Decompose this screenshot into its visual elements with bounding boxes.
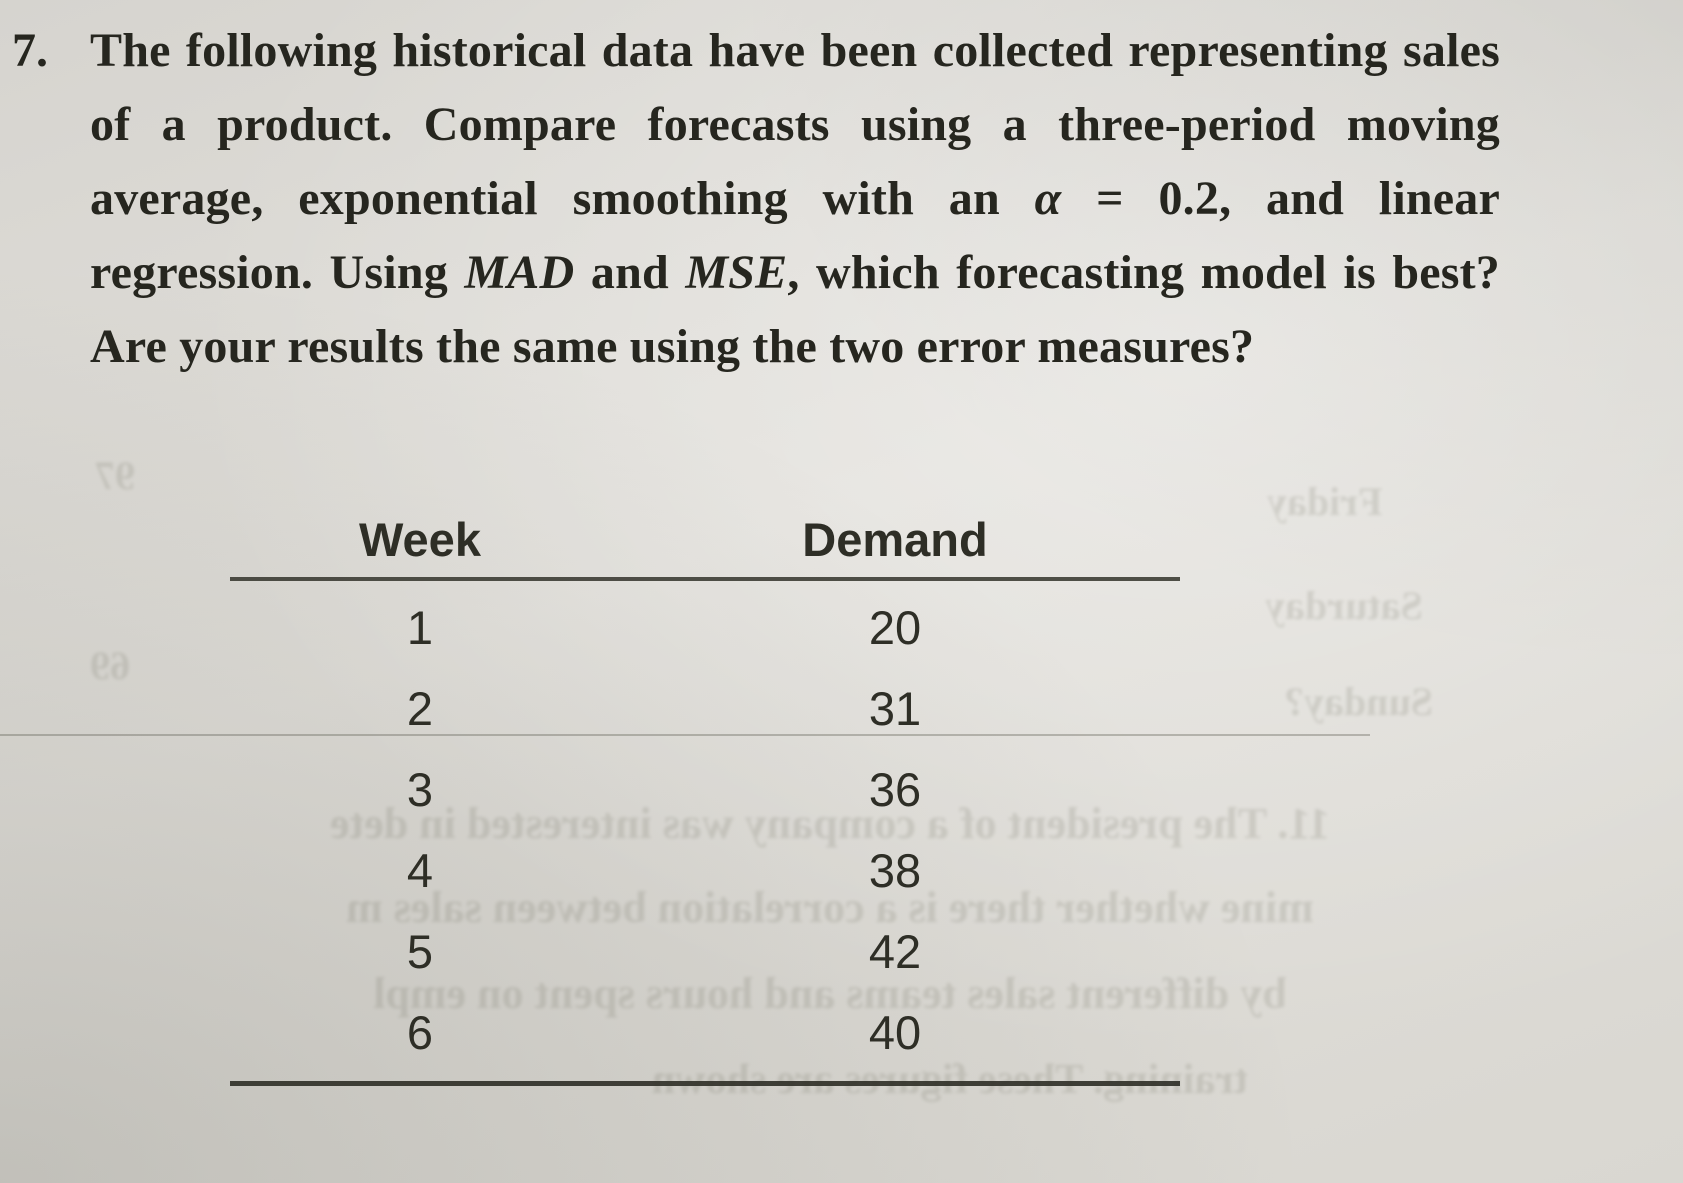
problem-number: 7.: [12, 24, 48, 77]
problem-text: The following historical data have been …: [90, 24, 1513, 373]
week-value: 2: [406, 682, 434, 735]
table-row: 2 31: [230, 668, 1180, 749]
demand-table: Week Demand 1 20 2 31 3 36 4 38 5 42: [230, 505, 1180, 1086]
week-value: 1: [406, 601, 434, 654]
bleedthrough-text: Sunday?: [1284, 679, 1433, 724]
demand-value: 38: [868, 844, 922, 897]
header-week: Week: [359, 513, 481, 566]
header-demand: Demand: [802, 513, 988, 566]
table-row: 6 40: [230, 992, 1180, 1073]
demand-value: 31: [868, 682, 922, 735]
table-row: 4 38: [230, 830, 1180, 911]
demand-value: 42: [868, 925, 922, 978]
bottom-rule: [230, 1081, 1180, 1086]
table-row: 5 42: [230, 911, 1180, 992]
week-value: 5: [406, 925, 434, 978]
week-value: 6: [406, 1006, 434, 1059]
demand-value: 40: [868, 1006, 922, 1059]
week-value: 3: [406, 763, 434, 816]
table-row: 3 36: [230, 749, 1180, 830]
week-value: 4: [406, 844, 434, 897]
bleedthrough-text: 69: [90, 643, 130, 688]
bleedthrough-text: Friday: [1267, 479, 1383, 524]
bleedthrough-rule: [0, 734, 1370, 736]
table-body: 1 20 2 31 3 36 4 38 5 42 6 40: [230, 587, 1180, 1073]
table-row: 1 20: [230, 587, 1180, 668]
bleedthrough-text: 97: [95, 453, 135, 498]
demand-value: 20: [868, 601, 922, 654]
header-rule: [230, 577, 1180, 581]
table-header-row: Week Demand: [230, 505, 1180, 575]
demand-value: 36: [868, 763, 922, 816]
bleedthrough-text: Saturday: [1265, 583, 1423, 628]
problem-statement: 7. The following historical data have be…: [10, 14, 1500, 384]
